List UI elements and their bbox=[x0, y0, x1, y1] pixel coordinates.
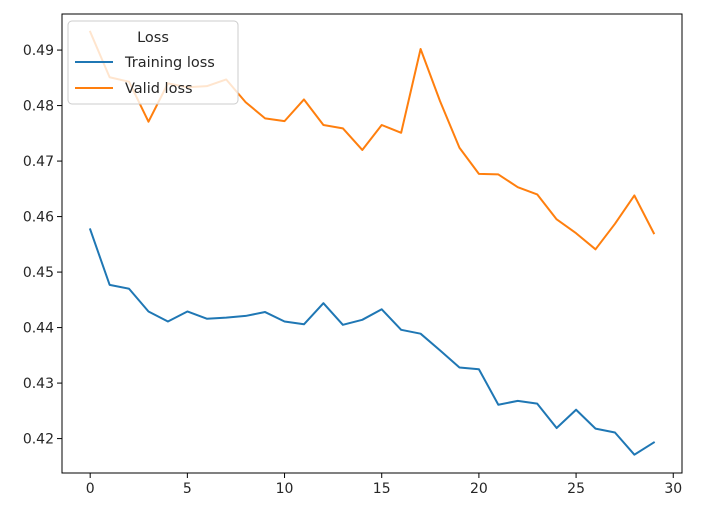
legend-box bbox=[67, 20, 239, 105]
x-axis: 0 5 10 15 20 25 30 bbox=[86, 473, 682, 497]
x-tick-label: 25 bbox=[567, 481, 585, 497]
legend-label-valid: Valid loss bbox=[125, 81, 193, 97]
y-tick-label: 0.44 bbox=[23, 321, 54, 337]
x-tick-label: 5 bbox=[183, 481, 192, 497]
y-axis: 0.42 0.43 0.44 0.45 0.46 0.47 0.48 0.49 bbox=[23, 43, 62, 448]
legend: Loss Training loss Valid loss bbox=[67, 20, 239, 105]
y-tick-label: 0.48 bbox=[23, 99, 54, 115]
y-tick-label: 0.46 bbox=[23, 210, 54, 226]
y-tick-label: 0.43 bbox=[23, 376, 54, 392]
y-tick-label: 0.49 bbox=[23, 43, 54, 59]
x-tick-label: 20 bbox=[470, 481, 488, 497]
x-tick-label: 0 bbox=[86, 481, 95, 497]
y-tick-label: 0.47 bbox=[23, 154, 54, 170]
training-loss-line bbox=[88, 228, 656, 456]
y-tick-label: 0.42 bbox=[23, 432, 54, 448]
x-tick-label: 30 bbox=[664, 481, 682, 497]
legend-title: Loss bbox=[137, 30, 169, 46]
legend-label-training: Training loss bbox=[124, 55, 215, 71]
y-tick-label: 0.45 bbox=[23, 265, 54, 281]
x-tick-label: 15 bbox=[373, 481, 391, 497]
x-tick-label: 10 bbox=[276, 481, 294, 497]
